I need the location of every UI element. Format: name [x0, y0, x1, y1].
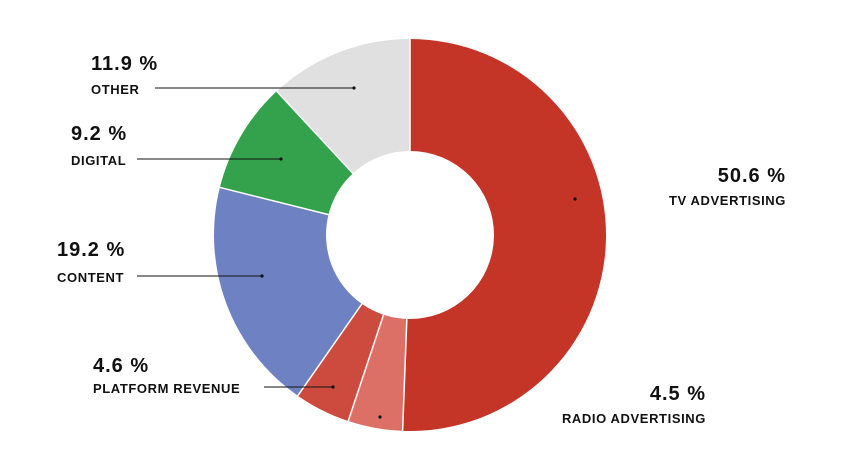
leader-dot-digital — [279, 157, 283, 161]
percent-label-tv-advertising: 50.6 % — [718, 165, 786, 187]
percent-label-platform-revenue: 4.6 % — [93, 355, 149, 377]
slice-separator — [347, 314, 385, 422]
category-label-platform-revenue: PLATFORM REVENUE — [93, 381, 240, 396]
slice-content — [214, 187, 362, 396]
slice-separator — [219, 186, 329, 216]
slice-other — [276, 39, 410, 174]
leader-dot-content — [260, 274, 264, 278]
slice-separator — [276, 90, 354, 174]
donut-slices — [214, 39, 606, 431]
category-label-tv-advertising: TV ADVERTISING — [669, 193, 786, 208]
category-label-radio-advertising: RADIO ADVERTISING — [562, 411, 706, 426]
percent-label-other: 11.9 % — [91, 53, 158, 75]
slice-radio-advertising — [348, 314, 407, 431]
slice-tv-advertising — [402, 39, 606, 431]
leader-dot-platform-revenue — [331, 385, 335, 389]
leader-dot-radio-advertising — [378, 415, 382, 419]
leader-dot-tv-advertising — [573, 197, 577, 201]
percent-label-radio-advertising: 4.5 % — [650, 383, 706, 405]
category-label-content: CONTENT — [57, 270, 124, 285]
percent-label-digital: 9.2 % — [71, 123, 127, 145]
slice-digital — [219, 91, 353, 215]
category-label-other: OTHER — [91, 82, 140, 97]
slice-separator — [401, 318, 408, 431]
slice-labels: 50.6 % TV ADVERTISING 4.5 % RADIO ADVERTISI… — [57, 53, 786, 426]
slice-separator — [297, 303, 363, 397]
leader-lines — [137, 86, 577, 419]
category-label-digital: DIGITAL — [71, 153, 126, 168]
slice-platform-revenue — [297, 303, 384, 422]
percent-label-content: 19.2 % — [57, 239, 125, 261]
leader-dot-other — [352, 86, 356, 90]
